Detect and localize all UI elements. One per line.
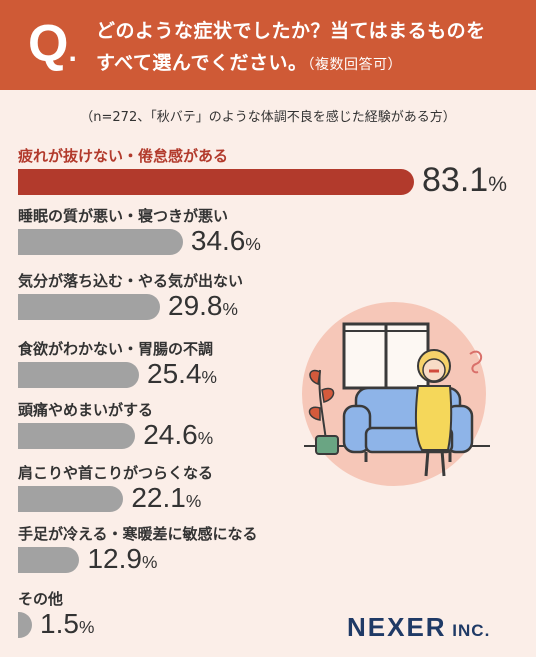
question-mark: Q. bbox=[28, 15, 77, 73]
value-label: 12.9% bbox=[87, 542, 158, 574]
value-label: 1.5% bbox=[40, 607, 95, 639]
category-label: 食欲がわかない・胃腸の不調 bbox=[18, 340, 214, 358]
question-note: （複数回答可） bbox=[307, 57, 402, 73]
tired-person-icon bbox=[414, 349, 483, 477]
value-label: 22.1% bbox=[131, 481, 202, 513]
sofa-icon bbox=[342, 386, 474, 462]
bar bbox=[18, 362, 140, 388]
question-line-1: どのような症状でしたか？当てはまるものを bbox=[96, 20, 486, 42]
category-label: 気分が落ち込む・やる気が出ない bbox=[18, 272, 244, 290]
value-label: 83.1% bbox=[422, 161, 507, 200]
category-label: 肩こりや首こりがつらくなる bbox=[18, 464, 214, 482]
category-label: 頭痛やめまいがする bbox=[18, 401, 154, 419]
nexer-logo: NEXER INC. bbox=[347, 612, 491, 642]
bar bbox=[18, 423, 136, 449]
bar bbox=[18, 612, 32, 638]
value-label: 24.6% bbox=[143, 418, 214, 450]
category-label: 疲れが抜けない・倦怠感がある bbox=[18, 147, 229, 165]
plant-icon bbox=[308, 369, 339, 455]
bar bbox=[18, 294, 160, 320]
question-line-2: すべて選んでください。（複数回答可） bbox=[96, 52, 402, 74]
category-label: 睡眠の質が悪い・寝つきが悪い bbox=[18, 207, 229, 225]
category-label: その他 bbox=[18, 590, 64, 608]
bar bbox=[18, 169, 414, 195]
value-label: 29.8% bbox=[168, 289, 238, 321]
sample-note: （n=272、「秋バテ」のような体調不良を感じた経験がある方） bbox=[80, 110, 456, 125]
question-header: Q. どのような症状でしたか？当てはまるものを すべて選んでください。（複数回答… bbox=[0, 0, 536, 90]
person-on-sofa-illustration bbox=[302, 302, 490, 486]
bar bbox=[18, 547, 80, 573]
value-label: 25.4% bbox=[147, 357, 217, 389]
value-label: 34.6% bbox=[190, 224, 261, 256]
bar bbox=[18, 486, 124, 512]
category-label: 手足が冷える・寒暖差に敏感になる bbox=[18, 525, 258, 543]
bar bbox=[18, 229, 183, 255]
